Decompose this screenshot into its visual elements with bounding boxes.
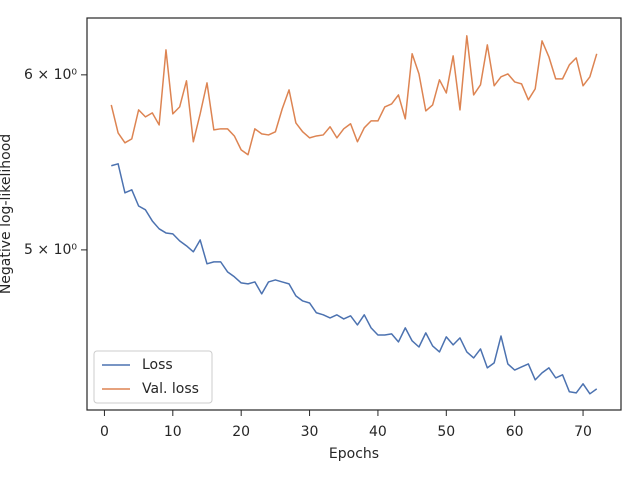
legend-label: Val. loss [142, 381, 199, 397]
x-tick-label: 20 [232, 424, 250, 440]
x-tick-label: 40 [369, 424, 387, 440]
line-series [110, 35, 598, 156]
x-tick-label: 0 [100, 424, 109, 440]
legend-label: Loss [142, 357, 173, 373]
y-tick-label: 6 × 10⁰ [24, 67, 77, 83]
x-tick-label: 50 [437, 424, 455, 440]
x-tick-label: 10 [164, 424, 182, 440]
x-tick-label: 60 [506, 424, 524, 440]
y-axis-label: Negative log-likelihood [0, 134, 14, 294]
plot-frame [86, 17, 622, 411]
legend-box [93, 350, 213, 404]
x-tick-label: 30 [301, 424, 319, 440]
x-axis-label: Epochs [329, 446, 379, 462]
y-tick-label: 5 × 10⁰ [24, 242, 77, 258]
x-tick-label: 70 [574, 424, 592, 440]
line-series [111, 163, 598, 395]
